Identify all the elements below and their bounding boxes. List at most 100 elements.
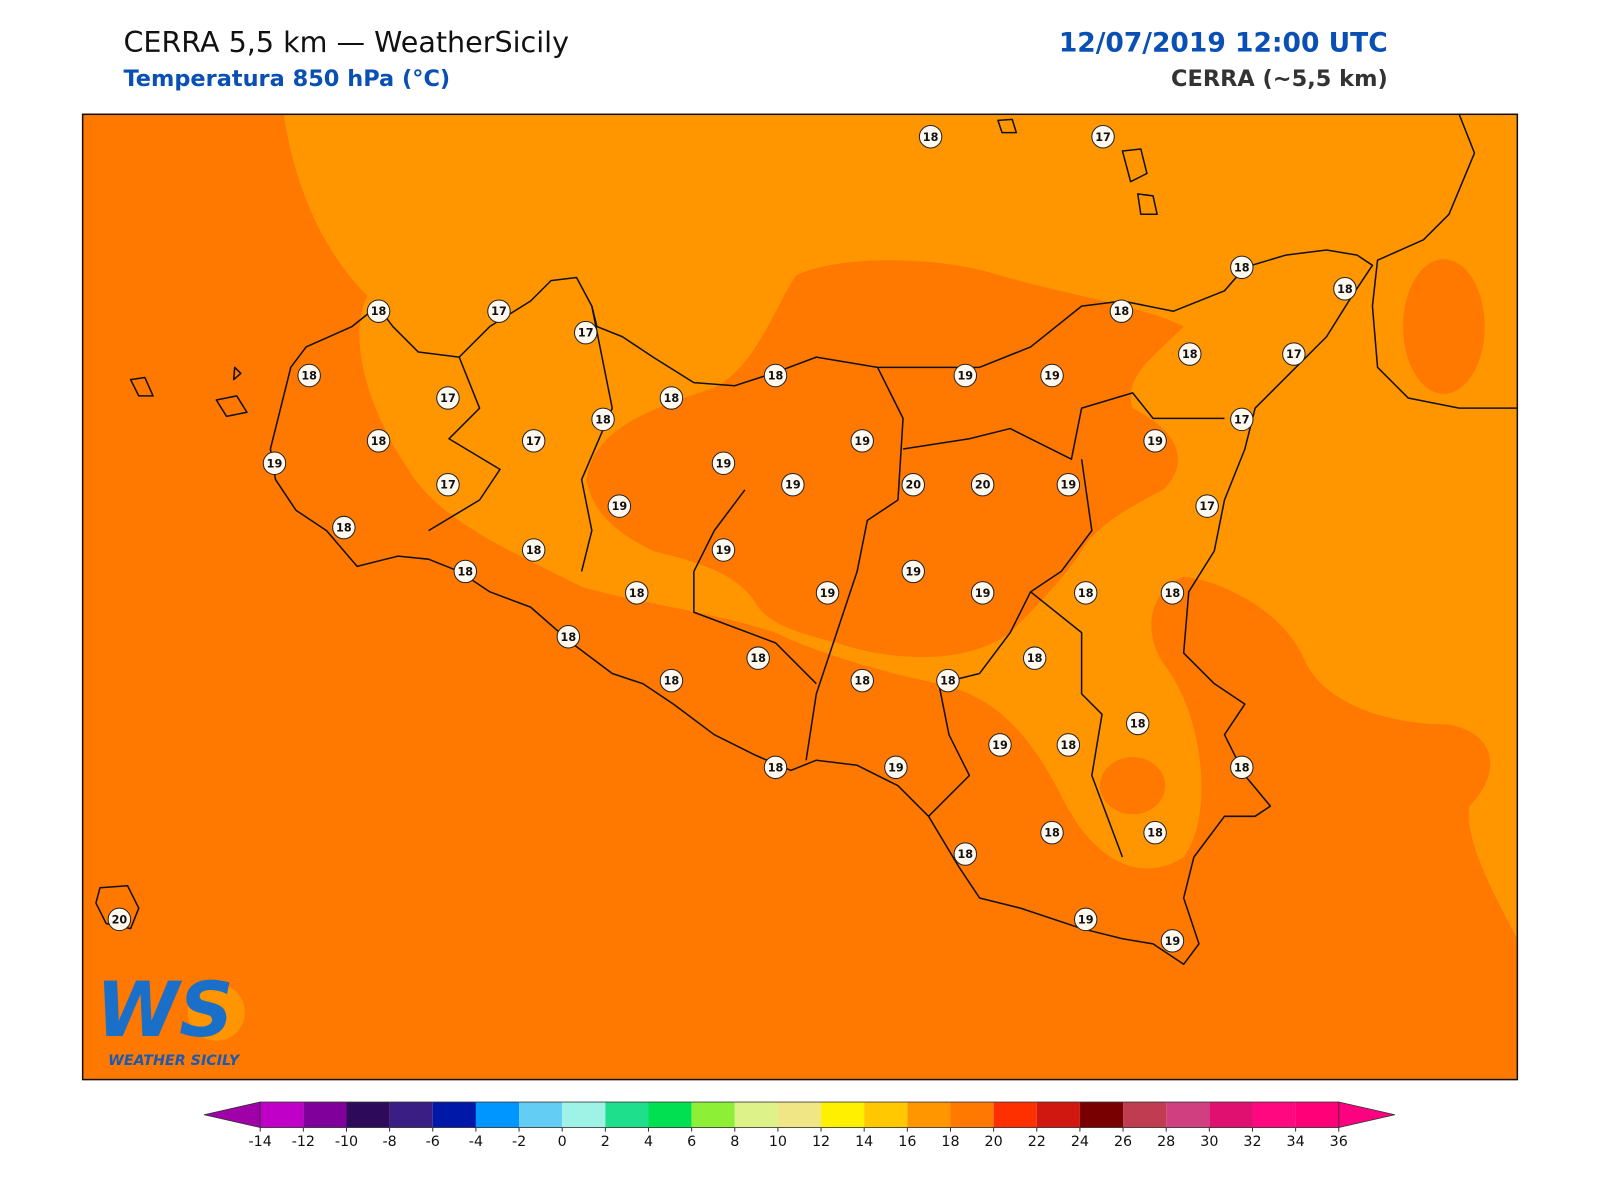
colorbar-bin (519, 1102, 563, 1128)
colorbar-over (1338, 1101, 1395, 1129)
station-marker (1073, 907, 1098, 932)
station-value: 18 (595, 413, 611, 426)
station-value: 18 (1165, 587, 1181, 600)
temp-area-18-20 (1099, 757, 1166, 815)
station-marker (366, 429, 391, 453)
colorbar-bin (1123, 1102, 1167, 1128)
station-value: 20 (905, 479, 921, 492)
temp-area-18-20 (1403, 259, 1485, 394)
station-value: 18 (1061, 739, 1077, 752)
colorbar-tick-label: -12 (292, 1134, 315, 1150)
station-marker (901, 559, 925, 584)
colorbar-tick-label: -10 (335, 1134, 358, 1150)
station-marker (850, 429, 874, 453)
station-marker (1143, 820, 1167, 845)
province-borders (428, 305, 1225, 858)
station-marker (1230, 755, 1254, 780)
station-marker (659, 386, 684, 410)
station-value: 19 (1147, 435, 1163, 448)
station-marker (1230, 407, 1254, 432)
colorbar-bin (691, 1102, 735, 1128)
station-marker (1056, 472, 1081, 497)
station-marker (487, 299, 511, 323)
station-marker (1160, 581, 1185, 605)
colorbar-under (203, 1101, 261, 1129)
station-marker (607, 494, 632, 518)
station-value: 18 (526, 544, 542, 557)
colorbar-tick-label: 10 (769, 1134, 787, 1150)
station-marker (591, 407, 615, 432)
station-value: 17 (1199, 500, 1215, 513)
map: 18 17 18 18 18 17 17 18 18 18 19 19 18 17 17 18 18 17 18 17… (82, 114, 1518, 1080)
station-value: 18 (371, 435, 387, 448)
colorbar-bin (1166, 1102, 1210, 1128)
subtitle: Temperatura 850 hPa (°C) (123, 66, 450, 92)
station-marker (1126, 711, 1150, 736)
station-marker (763, 755, 788, 780)
station-value: 19 (1165, 935, 1181, 948)
station-value: 19 (267, 457, 283, 470)
station-value: 18 (457, 565, 473, 578)
colorbar-bin (950, 1102, 994, 1128)
colorbar-tick-label: 14 (855, 1134, 873, 1150)
station-value: 20 (975, 479, 991, 492)
logo-text: WEATHER SICILY (108, 1053, 241, 1069)
island (95, 118, 1158, 930)
station-value: 17 (491, 305, 507, 318)
map-frame (81, 113, 1519, 1081)
station-value: 17 (578, 327, 594, 340)
station-value: 19 (1061, 479, 1077, 492)
colorbar-tick-label: 36 (1330, 1134, 1348, 1150)
colorbar-tick-label: 12 (812, 1134, 830, 1150)
station-value: 18 (1182, 348, 1198, 361)
station-marker (850, 668, 874, 693)
station-marker (1040, 363, 1064, 388)
station-value: 19 (957, 370, 973, 383)
station-value: 19 (820, 587, 836, 600)
colorbar-bin (1252, 1102, 1296, 1128)
station-marker (573, 320, 598, 345)
station-value: 18 (1147, 827, 1163, 840)
station-value: 18 (750, 652, 766, 665)
colorbar-bin (346, 1102, 390, 1128)
station-value: 17 (440, 479, 456, 492)
station-value: 19 (1078, 913, 1094, 926)
station-marker (781, 472, 805, 497)
colorbar-tick-label: -6 (426, 1134, 440, 1150)
station-value: 19 (975, 587, 991, 600)
station-marker (366, 299, 391, 323)
station-marker (970, 581, 995, 605)
station-value: 18 (1027, 652, 1043, 665)
colorbar-bin (777, 1102, 822, 1128)
station-marker (1143, 429, 1167, 453)
colorbar-tick-label: 18 (941, 1134, 959, 1150)
colorbar: -14 -12 -10 -8 -6 -4 -2 0 2 4 6 8 10 12 14 16 18 20 22 24 26… (203, 1101, 1395, 1150)
colorbar-tick-label: -2 (512, 1134, 526, 1150)
logo-sun (187, 983, 245, 1041)
station-marker (1230, 255, 1254, 280)
station-marker (1178, 342, 1202, 366)
station-marker (711, 538, 736, 562)
station-marker (884, 755, 908, 780)
station-value: 19 (992, 739, 1008, 752)
station-marker (918, 124, 943, 149)
station-marker (1073, 581, 1098, 605)
station-value: 18 (1130, 717, 1146, 730)
colorbar-bin (648, 1102, 692, 1128)
station-marker (556, 624, 581, 649)
station-marker (953, 363, 978, 388)
station-marker (711, 451, 736, 475)
colorbar-bin (260, 1102, 304, 1128)
station-marker (1091, 124, 1115, 149)
station-value: 19 (785, 479, 801, 492)
colorbar-bin (1036, 1102, 1080, 1128)
station-value: 19 (716, 544, 732, 557)
colorbar-bin (1295, 1102, 1339, 1128)
colorbar-bin (389, 1102, 433, 1128)
station-value: 18 (336, 522, 352, 535)
station-value: 17 (526, 435, 542, 448)
colorbar-bin (734, 1102, 778, 1128)
station-marker (453, 559, 478, 584)
station-marker (1160, 929, 1185, 953)
